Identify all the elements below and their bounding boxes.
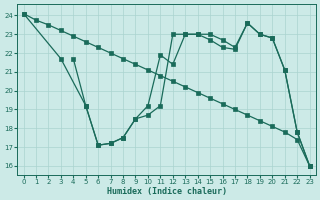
X-axis label: Humidex (Indice chaleur): Humidex (Indice chaleur) [107,187,227,196]
